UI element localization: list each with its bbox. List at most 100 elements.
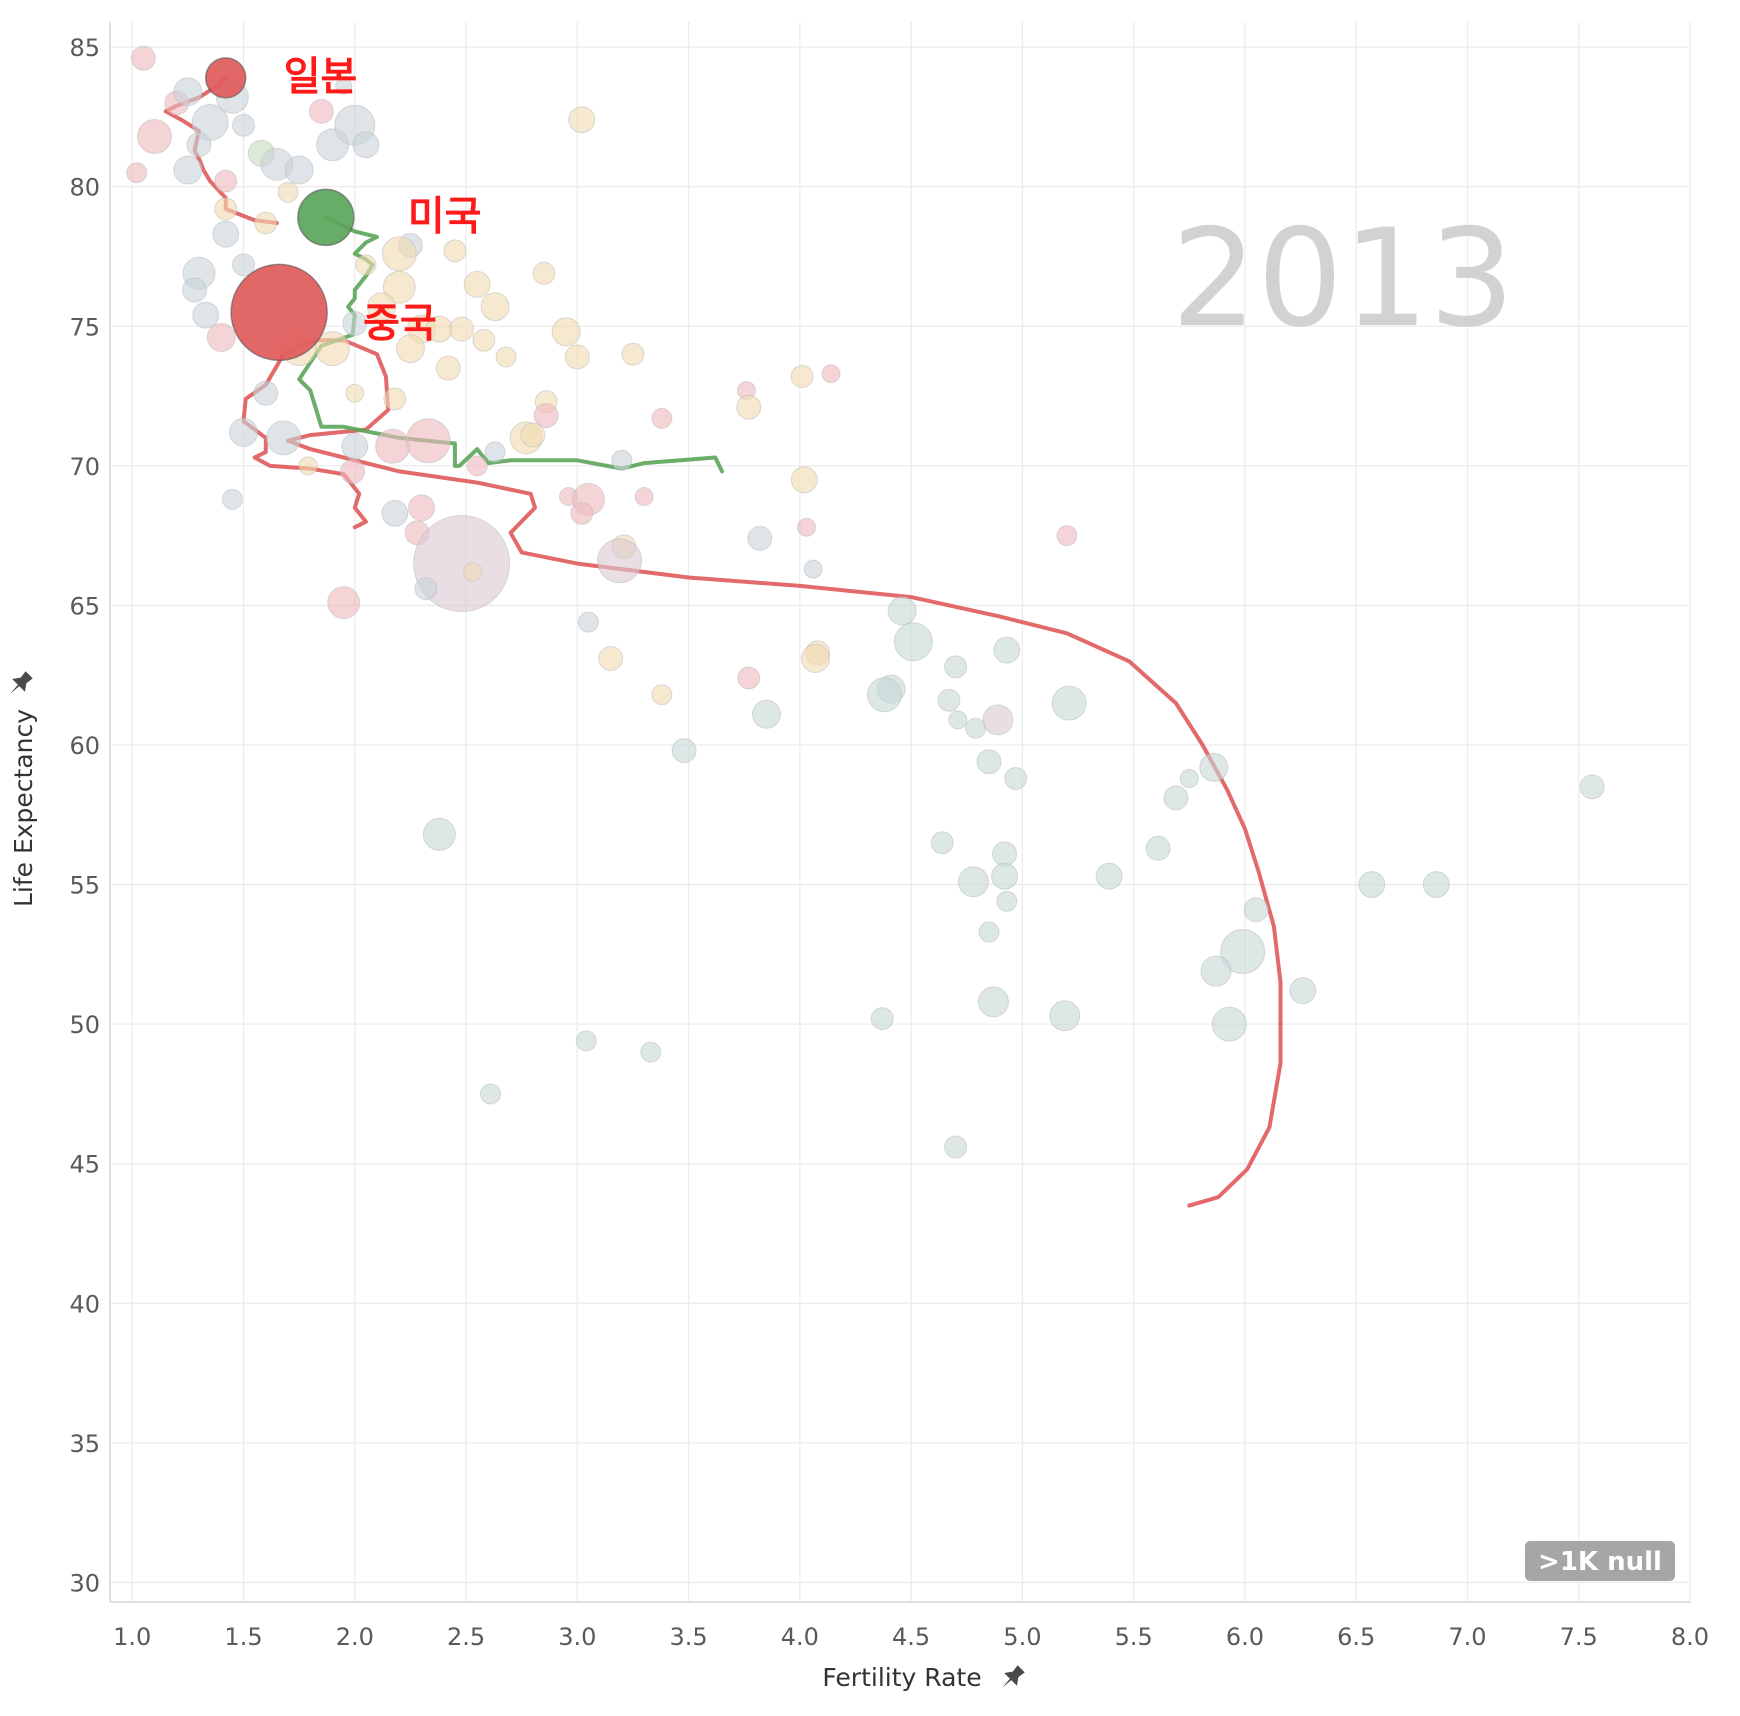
data-point xyxy=(671,738,697,764)
x-tick-label: 4.0 xyxy=(781,1623,819,1651)
data-point xyxy=(887,596,917,626)
x-tick-label: 1.0 xyxy=(113,1623,151,1651)
data-point xyxy=(277,181,299,203)
x-axis-ticks: 1.0 1.5 2.0 2.5 3.0 3.5 4.0 4.5 5.0 5.5 6.0 6.5 7.0 7… xyxy=(113,1623,1709,1651)
data-point xyxy=(640,1041,662,1063)
year-label: 2013 xyxy=(1171,200,1515,357)
country-label: 중국 xyxy=(363,300,437,346)
data-point xyxy=(383,387,407,411)
x-tick-label: 7.5 xyxy=(1560,1623,1598,1651)
data-point xyxy=(1004,767,1028,791)
data-point xyxy=(957,866,989,898)
data-point xyxy=(1289,977,1317,1005)
y-tick-label: 50 xyxy=(69,1011,100,1039)
data-point xyxy=(930,831,954,855)
data-point xyxy=(254,211,278,235)
data-point xyxy=(790,466,818,494)
trails xyxy=(163,75,1283,1208)
data-point xyxy=(651,407,673,429)
data-point xyxy=(520,422,546,448)
data-point xyxy=(965,717,987,739)
data-point xyxy=(335,77,353,95)
data-point xyxy=(1243,897,1269,923)
data-point xyxy=(126,162,148,184)
data-point xyxy=(266,420,302,456)
data-point xyxy=(751,699,781,729)
data-point xyxy=(575,1030,597,1052)
y-tick-label: 35 xyxy=(69,1430,100,1458)
data-point xyxy=(1199,752,1229,782)
data-point xyxy=(298,456,318,476)
data-point xyxy=(182,277,208,303)
x-tick-label: 3.0 xyxy=(558,1623,596,1651)
data-point xyxy=(570,501,594,525)
data-point xyxy=(284,155,314,185)
x-tick-label: 3.5 xyxy=(670,1623,708,1651)
pin-icon[interactable] xyxy=(996,1662,1028,1694)
data-point xyxy=(192,301,220,329)
data-point xyxy=(800,643,830,673)
data-point xyxy=(408,494,436,522)
y-axis-title: Life Expectancy xyxy=(9,709,38,907)
data-point xyxy=(375,428,411,464)
data-point xyxy=(395,334,425,364)
y-tick-label: 85 xyxy=(69,34,100,62)
y-tick-label: 65 xyxy=(69,592,100,620)
data-point xyxy=(870,1007,894,1031)
data-point xyxy=(937,688,961,712)
data-point xyxy=(422,817,456,851)
data-point xyxy=(533,403,559,429)
x-tick-label: 2.0 xyxy=(336,1623,374,1651)
x-tick-label: 6.5 xyxy=(1337,1623,1375,1651)
data-point xyxy=(621,342,645,366)
data-point xyxy=(747,525,773,551)
data-point xyxy=(598,645,624,671)
data-point xyxy=(611,449,633,471)
y-tick-label: 40 xyxy=(69,1290,100,1318)
data-point xyxy=(435,355,461,381)
data-point xyxy=(355,254,377,276)
y-tick-label: 60 xyxy=(69,732,100,760)
data-point xyxy=(1056,525,1078,547)
data-point xyxy=(1049,1000,1081,1032)
x-axis-title: Fertility Rate xyxy=(822,1663,981,1692)
data-point xyxy=(342,310,368,336)
data-point xyxy=(472,328,496,352)
data-point xyxy=(1145,835,1171,861)
data-point xyxy=(564,344,590,370)
data-point xyxy=(1200,955,1232,987)
x-tick-label: 7.0 xyxy=(1448,1623,1486,1651)
null-badge-bg xyxy=(1525,1541,1675,1581)
trail-line xyxy=(241,338,1283,1208)
null-badge[interactable]: >1K null xyxy=(1525,1541,1675,1581)
data-point xyxy=(212,220,240,248)
data-point xyxy=(449,316,475,342)
data-point xyxy=(978,921,1000,943)
data-point xyxy=(327,586,361,620)
data-point xyxy=(405,418,451,464)
data-point xyxy=(651,684,673,706)
data-point xyxy=(1095,862,1123,890)
highlight-point xyxy=(297,188,355,247)
data-point xyxy=(944,655,968,679)
data-point xyxy=(480,1083,502,1105)
y-tick-label: 75 xyxy=(69,313,100,341)
data-point xyxy=(480,292,510,322)
data-point xyxy=(315,331,351,367)
data-point xyxy=(382,270,416,304)
grid xyxy=(109,22,1691,1603)
highlight-point xyxy=(204,57,247,99)
data-point xyxy=(366,292,396,322)
data-point xyxy=(137,118,173,154)
data-point xyxy=(214,169,238,193)
data-point xyxy=(130,45,156,71)
data-point xyxy=(206,322,236,352)
pin-icon[interactable] xyxy=(4,668,36,700)
data-point xyxy=(173,155,203,185)
data-point xyxy=(463,562,483,582)
data-point xyxy=(1422,871,1450,899)
data-point xyxy=(532,261,556,285)
